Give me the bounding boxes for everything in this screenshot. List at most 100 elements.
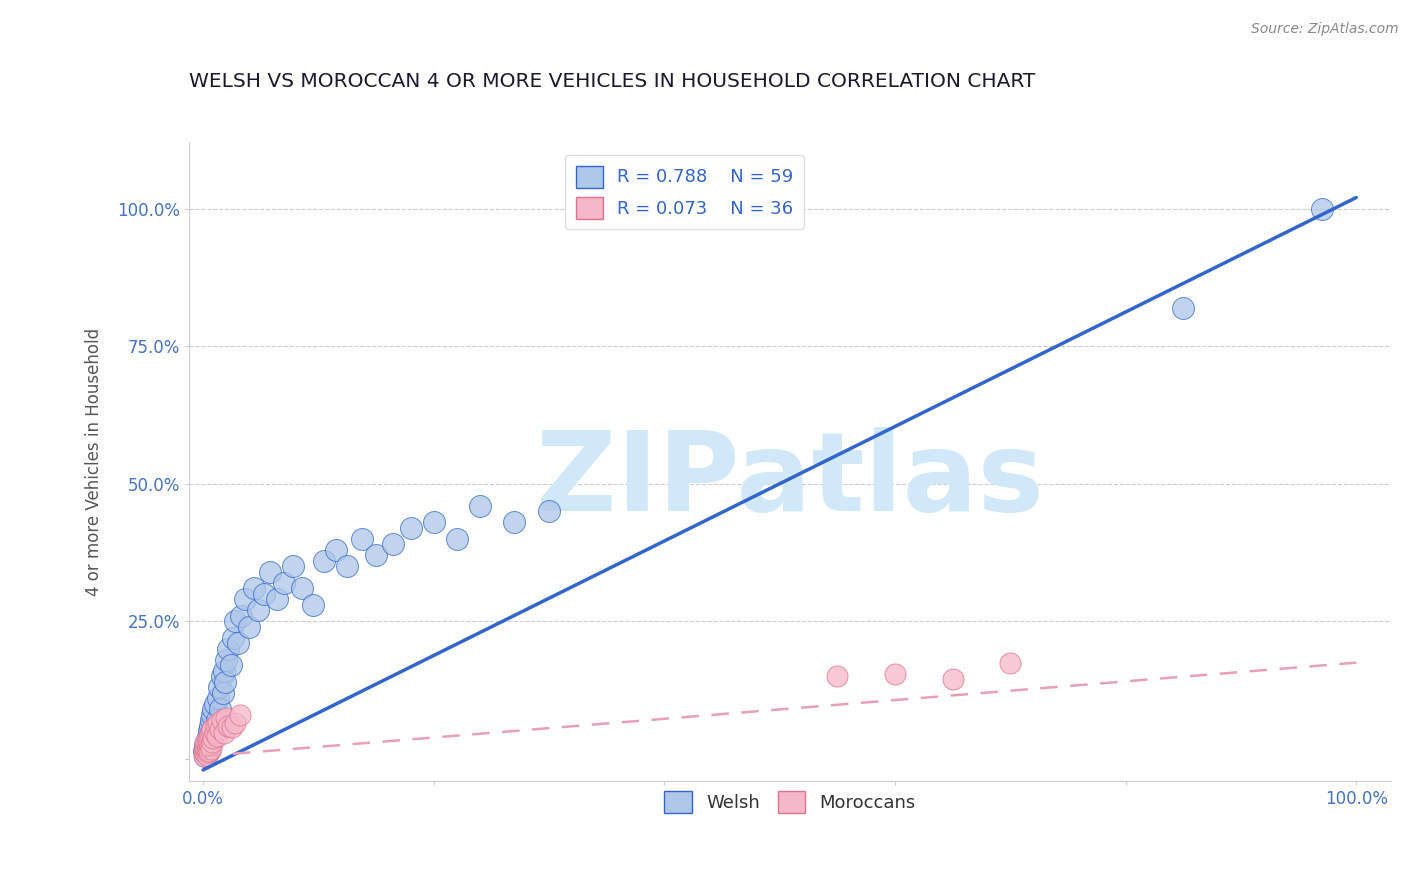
Point bbox=[364, 549, 387, 563]
Point bbox=[195, 742, 218, 756]
Point bbox=[207, 716, 229, 731]
Y-axis label: 4 or more Vehicles in Household: 4 or more Vehicles in Household bbox=[86, 327, 103, 596]
Point bbox=[198, 744, 221, 758]
Point bbox=[215, 653, 238, 667]
Point bbox=[212, 664, 235, 678]
Point bbox=[204, 724, 226, 739]
Point bbox=[194, 738, 217, 752]
Point bbox=[1000, 656, 1022, 670]
Point bbox=[229, 608, 252, 623]
Point bbox=[214, 674, 236, 689]
Point bbox=[233, 592, 256, 607]
Point bbox=[198, 724, 221, 739]
Point bbox=[217, 641, 239, 656]
Point bbox=[224, 716, 246, 731]
Point bbox=[193, 744, 215, 758]
Point bbox=[207, 691, 229, 706]
Point bbox=[197, 745, 219, 759]
Point bbox=[204, 725, 226, 739]
Point bbox=[221, 720, 243, 734]
Point bbox=[422, 516, 444, 530]
Point bbox=[204, 697, 226, 711]
Point bbox=[226, 636, 249, 650]
Point bbox=[197, 730, 219, 744]
Point bbox=[198, 738, 221, 752]
Point bbox=[215, 711, 238, 725]
Point bbox=[229, 708, 252, 723]
Point bbox=[336, 559, 359, 574]
Point bbox=[204, 719, 226, 733]
Point bbox=[197, 732, 219, 747]
Point bbox=[468, 499, 491, 513]
Point bbox=[247, 603, 270, 617]
Point bbox=[259, 565, 281, 579]
Point bbox=[942, 672, 965, 686]
Point bbox=[503, 516, 526, 530]
Point bbox=[201, 735, 224, 749]
Point bbox=[197, 741, 219, 756]
Point bbox=[211, 686, 233, 700]
Point bbox=[201, 708, 224, 723]
Point bbox=[195, 747, 218, 762]
Text: Source: ZipAtlas.com: Source: ZipAtlas.com bbox=[1251, 22, 1399, 37]
Text: ZIPatlas: ZIPatlas bbox=[536, 427, 1043, 534]
Point bbox=[198, 730, 221, 744]
Point bbox=[243, 582, 266, 596]
Point bbox=[194, 735, 217, 749]
Point bbox=[1173, 301, 1195, 315]
Point bbox=[266, 592, 288, 607]
Point bbox=[204, 719, 226, 733]
Point bbox=[208, 681, 231, 695]
Point bbox=[219, 658, 242, 673]
Point bbox=[301, 598, 323, 612]
Point bbox=[211, 714, 233, 728]
Point bbox=[197, 739, 219, 754]
Point bbox=[193, 744, 215, 758]
Legend: Welsh, Moroccans: Welsh, Moroccans bbox=[657, 783, 922, 820]
Point bbox=[291, 582, 314, 596]
Point bbox=[194, 747, 217, 761]
Point bbox=[352, 532, 374, 546]
Point bbox=[193, 749, 215, 764]
Point bbox=[198, 744, 221, 758]
Point bbox=[195, 737, 218, 751]
Point bbox=[537, 504, 560, 518]
Point bbox=[200, 732, 222, 747]
Point bbox=[209, 702, 232, 716]
Point bbox=[205, 714, 228, 728]
Point bbox=[325, 542, 347, 557]
Point bbox=[273, 575, 295, 590]
Point bbox=[200, 724, 222, 739]
Point bbox=[281, 559, 304, 574]
Point bbox=[202, 702, 225, 716]
Point bbox=[209, 722, 232, 736]
Point bbox=[194, 741, 217, 756]
Point bbox=[212, 725, 235, 739]
Point bbox=[198, 738, 221, 752]
Point bbox=[827, 669, 849, 683]
Point bbox=[211, 669, 233, 683]
Point bbox=[446, 532, 468, 546]
Point bbox=[202, 731, 225, 745]
Point bbox=[205, 729, 228, 743]
Point bbox=[238, 620, 260, 634]
Point bbox=[201, 722, 224, 736]
Point bbox=[382, 537, 405, 551]
Point bbox=[222, 631, 245, 645]
Point bbox=[195, 747, 218, 761]
Point bbox=[200, 742, 222, 756]
Point bbox=[1310, 202, 1333, 216]
Point bbox=[314, 554, 336, 568]
Point bbox=[217, 719, 239, 733]
Point bbox=[399, 521, 422, 535]
Point bbox=[253, 587, 276, 601]
Point bbox=[195, 735, 218, 749]
Point bbox=[224, 615, 246, 629]
Text: WELSH VS MOROCCAN 4 OR MORE VEHICLES IN HOUSEHOLD CORRELATION CHART: WELSH VS MOROCCAN 4 OR MORE VEHICLES IN … bbox=[190, 72, 1035, 91]
Point bbox=[201, 727, 224, 741]
Point bbox=[194, 749, 217, 764]
Point bbox=[198, 727, 221, 741]
Point bbox=[198, 719, 221, 733]
Point bbox=[200, 714, 222, 728]
Point bbox=[884, 666, 907, 681]
